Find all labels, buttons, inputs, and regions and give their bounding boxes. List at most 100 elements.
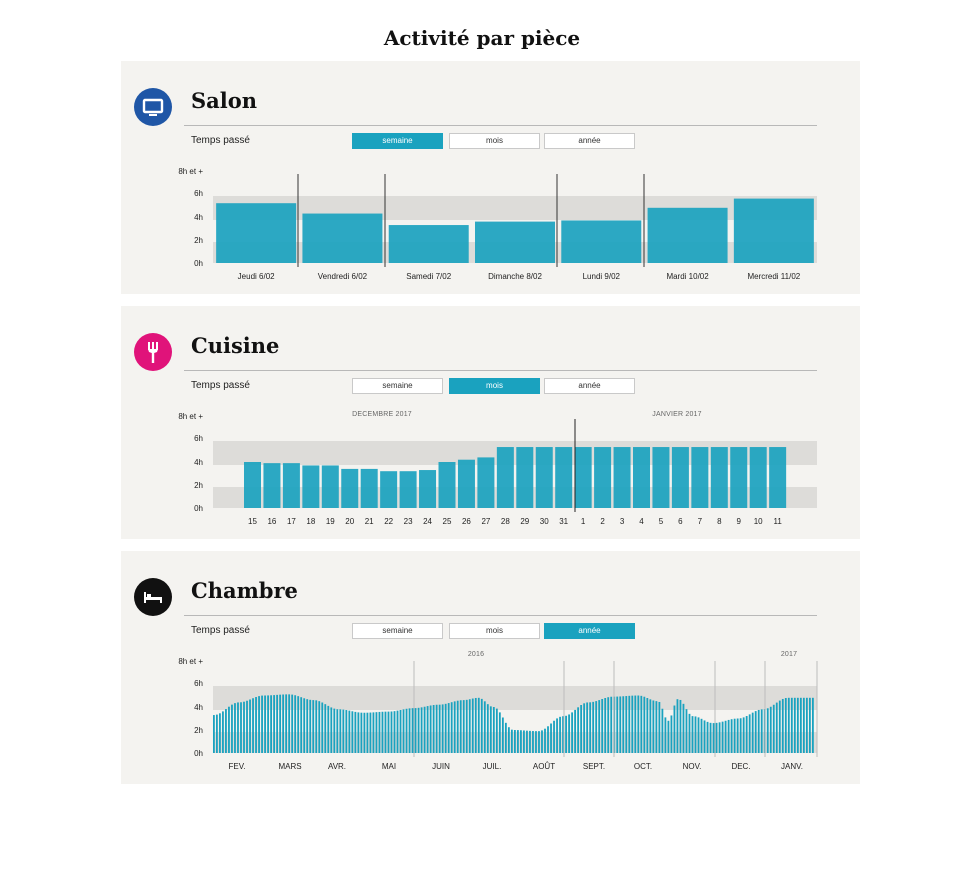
bar: [811, 697, 814, 753]
bar: [249, 699, 251, 753]
bar: [246, 700, 248, 753]
bar: [216, 714, 218, 753]
bar: [234, 703, 236, 753]
bar: [619, 696, 622, 753]
x-tick-label: Mercredi 11/02: [747, 272, 800, 281]
divider: [184, 125, 817, 126]
bar: [438, 462, 456, 508]
tab-semaine[interactable]: semaine: [352, 623, 443, 639]
y-tick-label: 6h: [194, 434, 203, 443]
bar: [733, 718, 736, 753]
bar: [544, 728, 546, 753]
x-tick-label: 20: [345, 517, 354, 526]
bar: [637, 695, 640, 753]
bar: [457, 459, 475, 508]
bar: [710, 447, 728, 508]
x-tick-label: JUIN: [432, 762, 450, 771]
bar: [432, 705, 435, 753]
bar: [547, 726, 549, 753]
divider: [184, 370, 817, 371]
bar: [306, 699, 309, 753]
bar: [595, 701, 598, 753]
room-name-salon: Salon: [191, 88, 258, 113]
bar: [507, 727, 510, 753]
bar: [745, 716, 748, 753]
bar: [586, 702, 589, 753]
bar: [231, 704, 233, 753]
x-tick-label: 28: [501, 517, 510, 526]
bar: [321, 465, 339, 508]
tab-annee[interactable]: année: [544, 133, 635, 149]
bar: [475, 221, 555, 263]
x-tick-label: Lundi 9/02: [583, 272, 621, 281]
bar: [393, 711, 396, 753]
bar: [577, 707, 580, 753]
x-tick-label: DEC.: [731, 762, 750, 771]
tab-mois[interactable]: mois: [449, 623, 540, 639]
bar: [282, 463, 300, 508]
bar: [535, 447, 553, 508]
bar: [604, 697, 607, 753]
bar: [709, 722, 712, 753]
bar: [568, 714, 570, 753]
panel-salon: Salon Temps passé semaine mois année 0h 2…: [121, 61, 860, 294]
bar: [553, 720, 555, 753]
tab-semaine[interactable]: semaine: [352, 378, 443, 394]
bar: [682, 703, 685, 753]
bar: [480, 698, 483, 753]
bar: [769, 447, 787, 508]
bar: [327, 705, 330, 753]
bar: [757, 709, 760, 753]
bar: [264, 695, 266, 753]
bar: [366, 712, 369, 753]
panel-cuisine: Cuisine Temps passé semaine mois année 0…: [121, 306, 860, 539]
bar: [285, 694, 288, 753]
x-tick-label: AVR.: [328, 762, 346, 771]
bar: [435, 704, 438, 753]
tab-mois[interactable]: mois: [449, 378, 540, 394]
bar: [303, 698, 306, 753]
tab-mois[interactable]: mois: [449, 133, 540, 149]
bar: [465, 699, 468, 753]
bar: [793, 697, 796, 753]
bar: [799, 697, 802, 753]
bar: [258, 696, 260, 753]
bar: [523, 730, 525, 753]
bar: [419, 470, 437, 508]
bar: [423, 706, 426, 753]
bar: [778, 700, 781, 753]
x-tick-label: JANV.: [781, 762, 803, 771]
bar: [647, 207, 728, 263]
tab-semaine[interactable]: semaine: [352, 133, 443, 149]
bar: [556, 718, 558, 753]
bar: [252, 698, 254, 753]
x-tick-label: 26: [462, 517, 471, 526]
y-tick-label: 4h: [194, 458, 203, 467]
bar: [417, 707, 420, 753]
bar: [589, 702, 592, 753]
bar: [664, 717, 667, 753]
bar: [655, 701, 658, 753]
chart-chambre: 0h 2h 4h 6h 8h et + FEV. MARS AVR. MAI JUIN JUIL. A…: [178, 651, 818, 771]
bar: [405, 708, 408, 753]
bar: [514, 730, 516, 753]
bar: [520, 730, 522, 753]
bar: [775, 702, 778, 753]
bar: [447, 703, 450, 753]
tab-annee[interactable]: année: [544, 378, 635, 394]
bar: [766, 708, 769, 753]
chart-salon: 0h 2h 4h 6h 8h et + Jeudi 6/02 Vendredi 6/02 Sa…: [178, 167, 817, 281]
bar: [805, 697, 808, 753]
x-tick-label: 18: [306, 517, 315, 526]
bar: [565, 715, 567, 753]
bar: [348, 710, 351, 753]
bar: [294, 695, 297, 753]
bar: [302, 213, 383, 263]
x-tick-label: NOV.: [683, 762, 702, 771]
bar: [255, 697, 257, 753]
bar: [742, 717, 745, 753]
bar: [625, 696, 628, 753]
bar: [399, 709, 402, 753]
tab-annee[interactable]: année: [544, 623, 635, 639]
